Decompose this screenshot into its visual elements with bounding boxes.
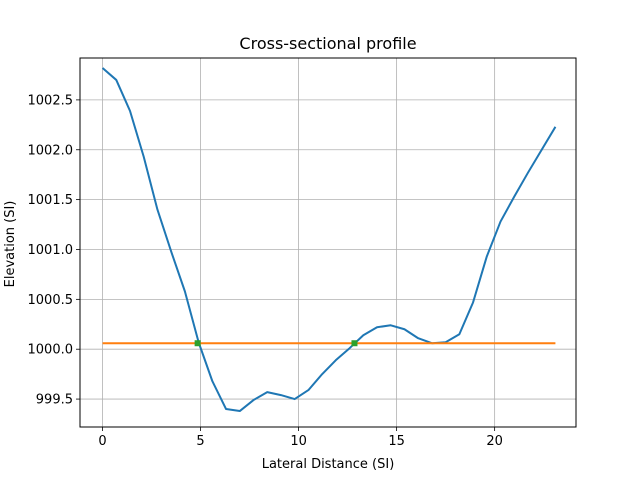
- y-tick-label: 1002.5: [28, 93, 74, 108]
- x-tick-label: 10: [290, 434, 307, 449]
- y-tick-label: 1002.0: [28, 143, 74, 158]
- tick-layer: 0 5 10 15 20 999.5 1000.0 1000.5 1001.0 1001.5 100…: [28, 93, 503, 449]
- x-tick-label: 20: [486, 434, 503, 449]
- y-axis-title: Elevation (SI): [3, 201, 18, 288]
- x-tick-label: 5: [196, 434, 204, 449]
- series-layer: [101, 67, 557, 413]
- x-tick-label: 0: [98, 434, 106, 449]
- y-tick-label: 1000.5: [28, 293, 74, 308]
- intersection-marker: [351, 340, 358, 347]
- x-axis-title: Lateral Distance (SI): [262, 457, 395, 472]
- chart-title: Cross-sectional profile: [239, 34, 416, 53]
- x-tick-label: 15: [388, 434, 405, 449]
- y-tick-label: 999.5: [36, 393, 73, 408]
- intersection-marker: [194, 340, 201, 347]
- y-tick-label: 1001.5: [28, 193, 74, 208]
- elevation-profile-line: [101, 67, 557, 413]
- plot-frame: [79, 57, 577, 428]
- y-tick-label: 1000.0: [28, 343, 74, 358]
- grid-layer: [80, 58, 576, 427]
- y-tick-label: 1001.0: [28, 243, 74, 258]
